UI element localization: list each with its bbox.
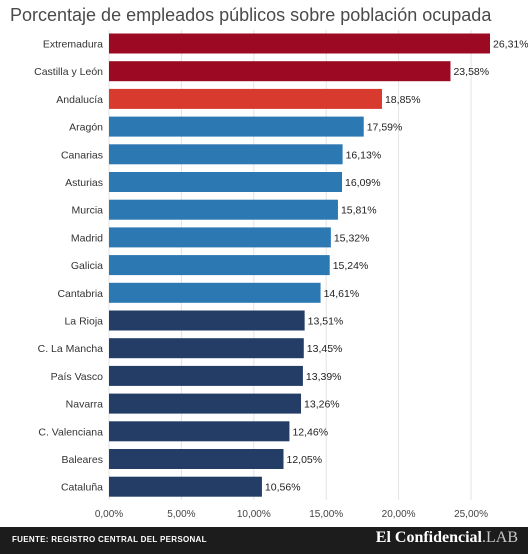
brand-logo: El Confidencial.LAB (376, 529, 518, 547)
data-label: 14,61% (324, 288, 360, 300)
bar-chart: Extremadura Castilla y León Andalucía Aragó… (0, 0, 528, 527)
data-label: 12,46% (292, 426, 328, 438)
bar (109, 89, 382, 109)
category-labels: Extremadura Castilla y León Andalucía Aragó… (34, 39, 103, 494)
x-tick-labels: 0,00% 5,00% 10,00% 15,00% 20,00% 25,00% (95, 509, 488, 520)
x-tick-label: 20,00% (382, 509, 416, 520)
category-label: Andalucía (56, 94, 103, 106)
data-label: 13,45% (307, 343, 343, 355)
category-label: Asturias (65, 177, 103, 189)
bar (109, 338, 304, 358)
category-label: Canarias (61, 149, 103, 161)
data-label: 15,24% (333, 260, 369, 272)
data-label: 13,26% (304, 399, 340, 411)
bar (109, 477, 262, 497)
category-label: País Vasco (51, 371, 103, 383)
bar (109, 366, 303, 386)
bar (109, 172, 342, 192)
x-tick-label: 0,00% (95, 509, 123, 520)
category-label: Aragón (69, 122, 103, 134)
data-label: 18,85% (385, 94, 421, 106)
bar (109, 144, 343, 164)
bar (109, 34, 490, 54)
bar (109, 227, 331, 247)
x-tick-label: 5,00% (167, 509, 195, 520)
data-label: 15,81% (341, 205, 377, 217)
data-label: 16,09% (345, 177, 381, 189)
data-label: 16,13% (346, 149, 382, 161)
category-label: Extremadura (43, 39, 103, 51)
x-tick-label: 10,00% (237, 509, 271, 520)
category-label: Navarra (66, 399, 104, 411)
data-label: 26,31% (493, 39, 528, 51)
data-label: 12,05% (287, 454, 323, 466)
bar (109, 117, 364, 137)
category-label: C. Valenciana (38, 426, 103, 438)
data-label: 10,56% (265, 482, 301, 494)
bar (109, 311, 305, 331)
category-label: Madrid (71, 232, 103, 244)
category-label: La Rioja (64, 316, 103, 328)
category-label: Castilla y León (34, 66, 103, 78)
brand-suffix: .LAB (482, 529, 518, 546)
x-tick-label: 15,00% (309, 509, 343, 520)
data-label: 13,51% (308, 316, 344, 328)
source-note: FUENTE: REGISTRO CENTRAL DEL PERSONAL (12, 535, 207, 544)
data-label: 13,39% (306, 371, 342, 383)
category-label: Baleares (62, 454, 103, 466)
category-label: C. La Mancha (38, 343, 104, 355)
bar (109, 61, 450, 81)
bar (109, 283, 321, 303)
bar (109, 394, 301, 414)
bar (109, 255, 330, 275)
data-label: 17,59% (367, 122, 403, 134)
footer-bar: FUENTE: REGISTRO CENTRAL DEL PERSONAL El… (0, 527, 528, 554)
bar (109, 421, 289, 441)
bar (109, 449, 284, 469)
category-label: Galicia (71, 260, 103, 272)
brand-main: El Confidencial (376, 529, 482, 546)
category-label: Cantabria (57, 288, 103, 300)
data-label: 23,58% (453, 66, 489, 78)
category-label: Cataluña (61, 482, 103, 494)
x-tick-label: 25,00% (454, 509, 488, 520)
data-label: 15,32% (334, 232, 370, 244)
bar (109, 200, 338, 220)
category-label: Murcia (71, 205, 103, 217)
